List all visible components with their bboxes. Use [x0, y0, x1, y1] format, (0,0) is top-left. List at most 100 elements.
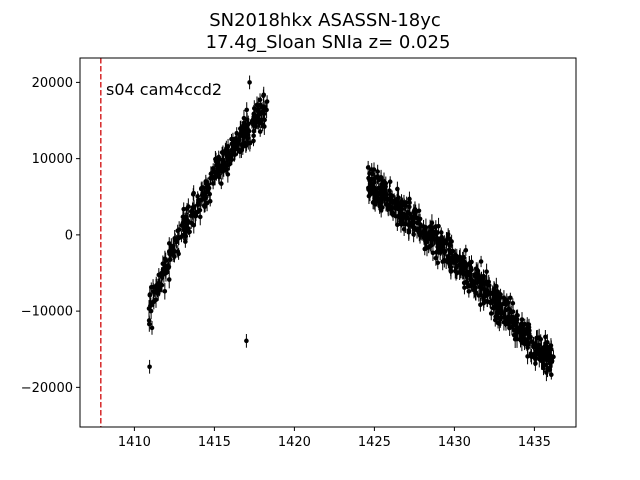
data-point — [512, 336, 518, 342]
x-tick-label: 1430 — [438, 435, 471, 450]
data-point — [392, 199, 398, 205]
data-point — [253, 123, 258, 129]
data-point — [244, 107, 250, 113]
data-point — [428, 233, 434, 239]
data-point — [176, 227, 182, 232]
data-point — [190, 205, 196, 210]
data-point — [155, 288, 161, 293]
data-point — [398, 219, 404, 224]
data-point — [463, 247, 469, 253]
data-point — [203, 179, 209, 184]
data-point — [197, 207, 203, 213]
data-point — [433, 255, 439, 261]
data-point — [210, 169, 216, 175]
data-point — [258, 102, 263, 108]
data-point — [442, 249, 448, 254]
data-point — [234, 139, 240, 145]
data-point — [473, 290, 478, 296]
data-point — [533, 355, 539, 361]
data-point — [544, 351, 550, 357]
data-point — [488, 311, 494, 316]
data-point — [173, 237, 178, 243]
data-point — [501, 295, 507, 301]
data-point — [524, 322, 530, 328]
data-point — [207, 191, 213, 197]
data-point — [167, 249, 172, 255]
data-point — [381, 185, 387, 190]
data-point — [183, 214, 189, 219]
data-point — [519, 340, 525, 345]
data-point — [210, 181, 216, 186]
data-point — [464, 279, 469, 285]
data-point — [416, 208, 422, 214]
data-point — [469, 278, 475, 283]
data-point — [216, 172, 222, 178]
data-point — [546, 348, 551, 353]
data-point — [525, 327, 531, 333]
data-point — [484, 269, 489, 274]
data-point — [533, 344, 538, 350]
y-tick-label: 20000 — [32, 76, 73, 91]
data-point — [251, 128, 257, 134]
data-point — [468, 283, 474, 289]
data-point — [239, 147, 244, 153]
data-point — [237, 133, 242, 139]
data-point — [538, 336, 544, 342]
data-point — [489, 298, 495, 304]
plot-frame — [79, 57, 577, 428]
data-point — [493, 289, 499, 294]
data-point — [146, 306, 152, 311]
data-point — [396, 195, 401, 200]
data-point — [494, 301, 499, 307]
data-point — [261, 93, 266, 99]
data-point — [151, 299, 157, 305]
data-point — [257, 129, 263, 134]
data-point — [180, 221, 185, 227]
data-point — [366, 193, 372, 199]
data-point — [477, 285, 483, 290]
data-point — [246, 127, 251, 133]
data-point — [200, 191, 206, 197]
data-point — [264, 99, 270, 104]
y-axis: −20000 −10000 0 10000 20000 — [21, 76, 80, 396]
data-point — [147, 321, 152, 327]
data-point — [365, 165, 371, 170]
data-point — [525, 342, 530, 347]
data-point — [431, 229, 437, 235]
data-points — [146, 75, 556, 382]
data-point — [375, 169, 380, 174]
data-point — [247, 140, 253, 146]
data-point — [232, 150, 237, 156]
data-point — [442, 240, 447, 246]
data-point — [261, 107, 267, 112]
data-point — [166, 277, 172, 282]
data-point — [429, 220, 435, 226]
data-point — [529, 354, 534, 359]
data-point — [228, 156, 233, 161]
data-point — [224, 153, 229, 158]
data-point — [509, 324, 515, 330]
data-point — [387, 179, 393, 184]
data-point — [514, 323, 519, 329]
data-point — [520, 327, 526, 332]
data-point — [478, 259, 484, 264]
y-tick-label: 0 — [65, 228, 73, 243]
data-point — [372, 175, 378, 181]
data-point — [402, 215, 408, 220]
y-tick-label: 10000 — [32, 152, 73, 167]
data-point — [484, 279, 489, 285]
data-point — [183, 239, 188, 244]
data-point — [370, 183, 376, 188]
data-point — [454, 253, 460, 259]
data-point — [396, 202, 402, 207]
data-point — [377, 202, 383, 208]
data-point — [206, 185, 212, 191]
data-point — [416, 226, 422, 231]
data-point — [428, 242, 434, 248]
data-point — [260, 122, 265, 127]
data-point — [457, 270, 462, 275]
data-point — [190, 213, 195, 218]
data-point — [219, 181, 224, 186]
data-point — [412, 226, 417, 232]
